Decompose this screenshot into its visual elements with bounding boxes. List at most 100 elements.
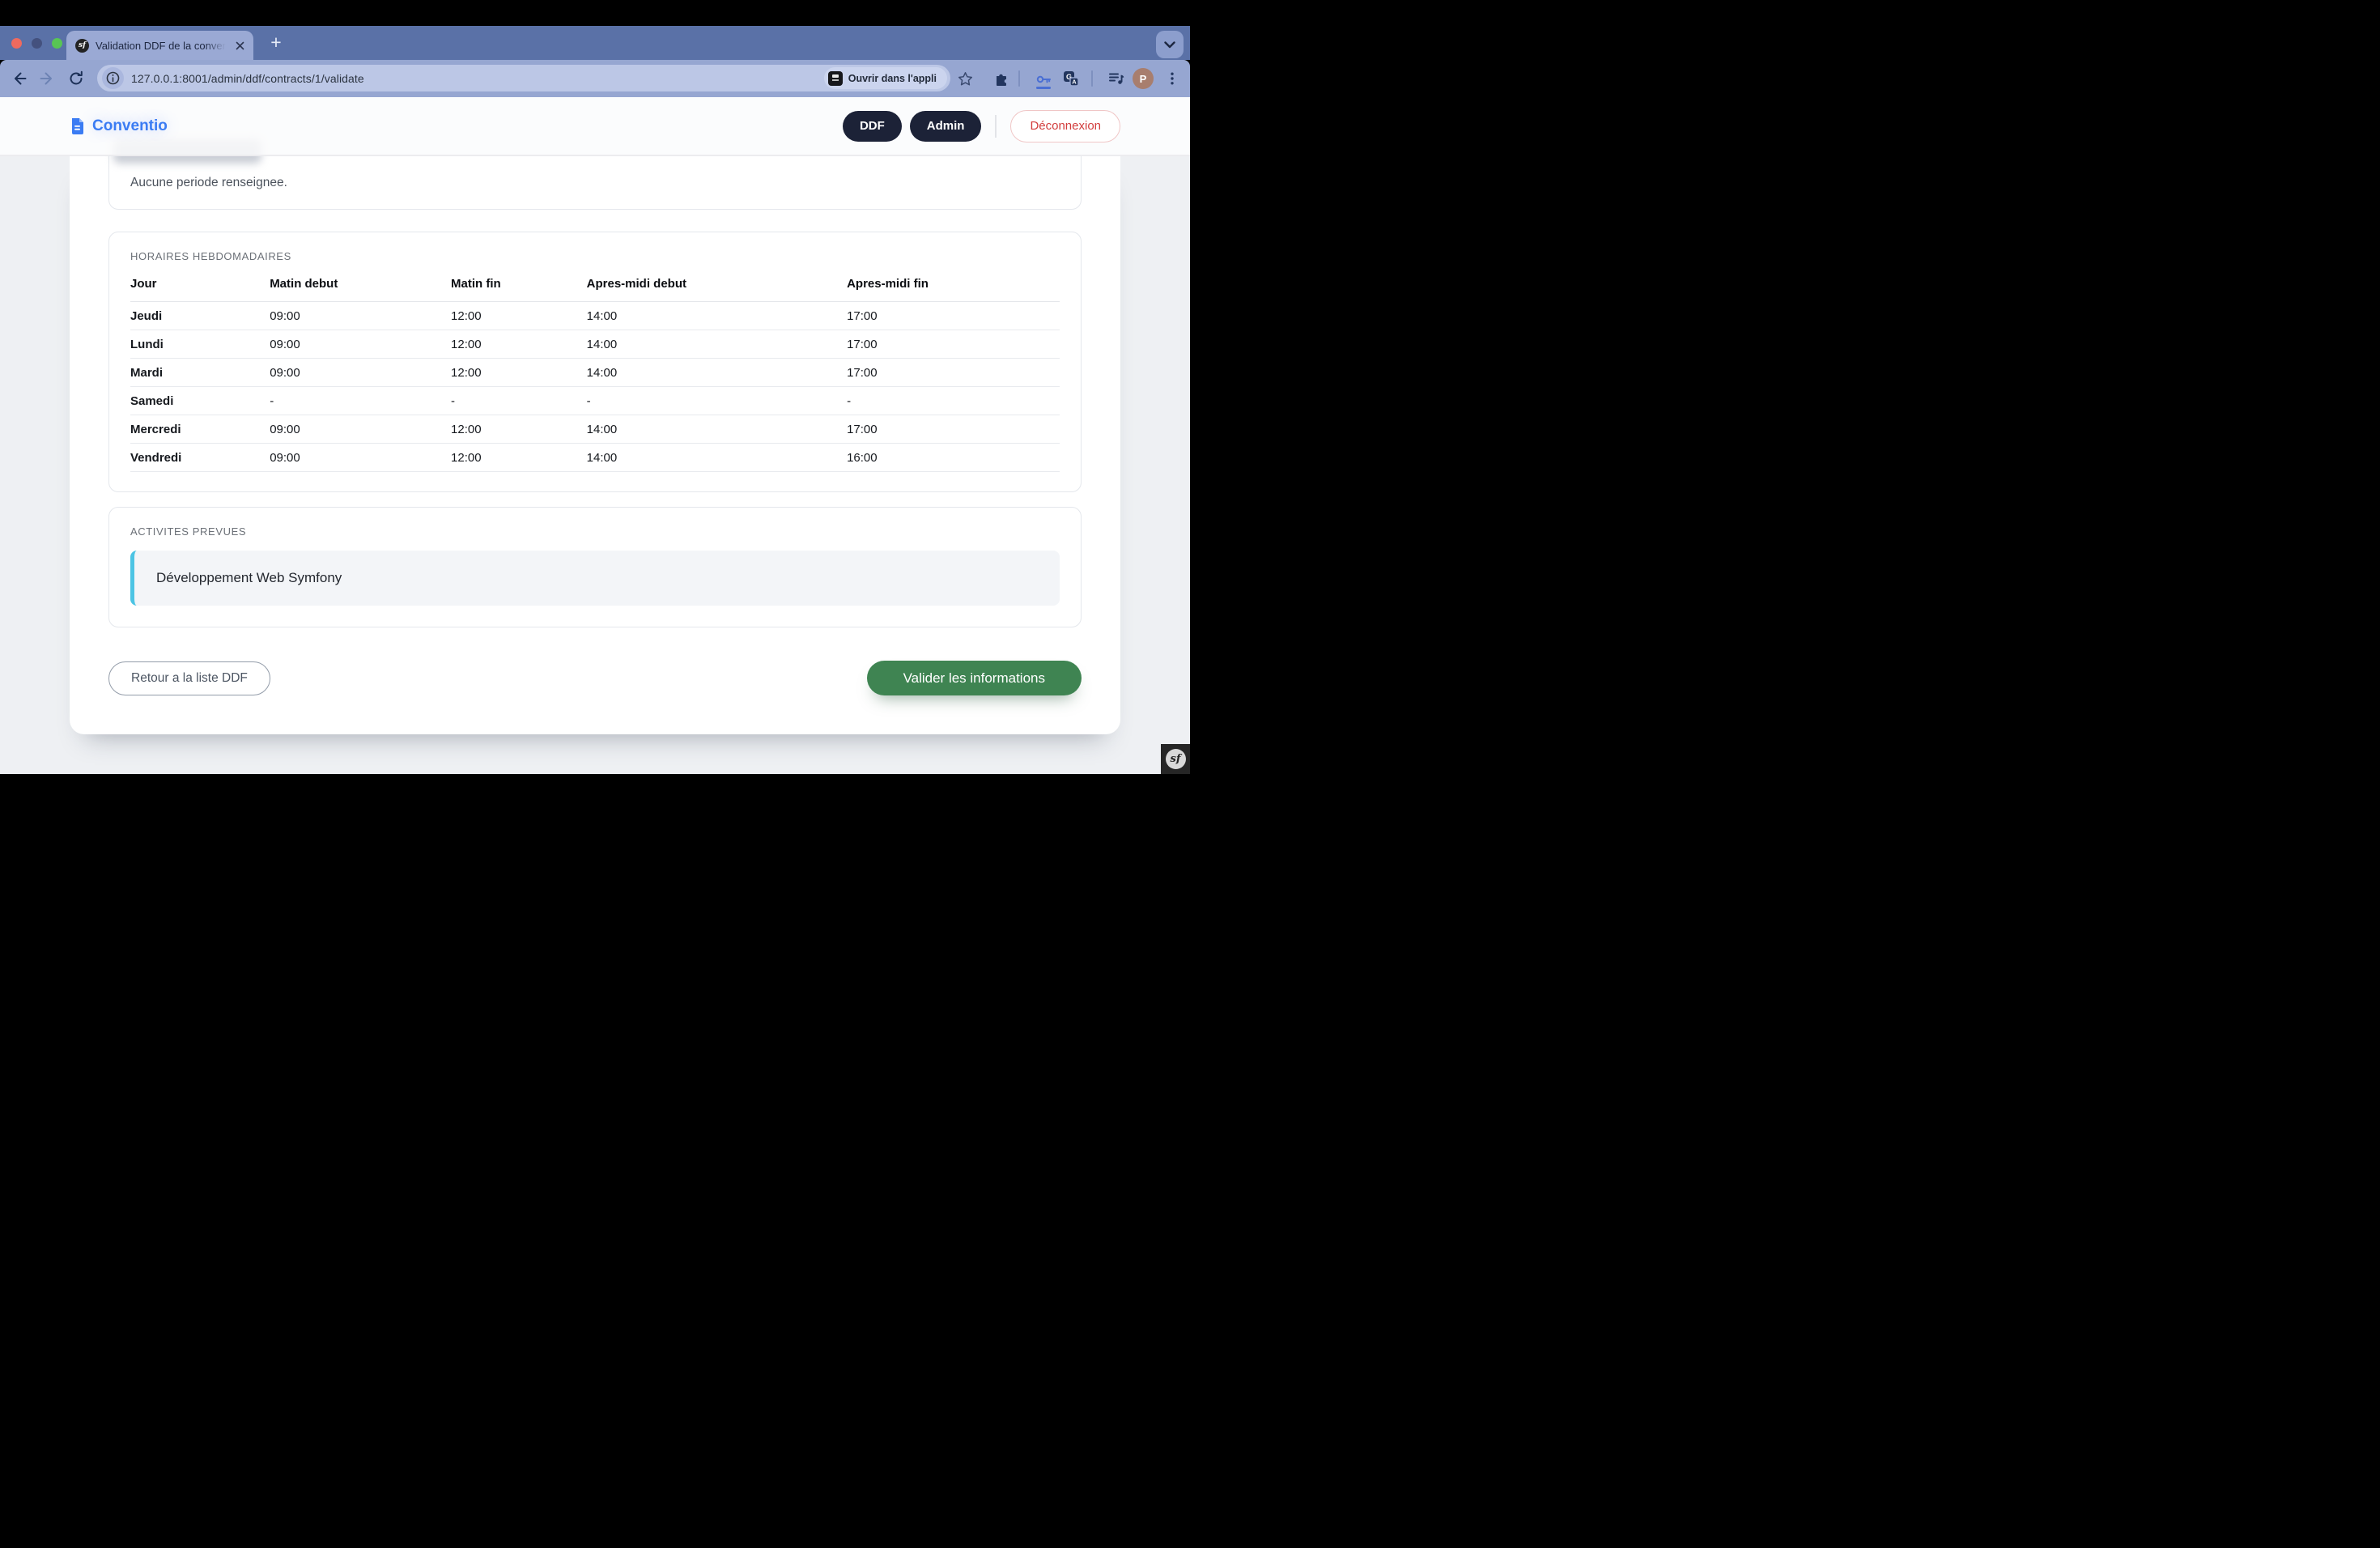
cell: 09:00: [270, 443, 452, 472]
day-cell: Vendredi: [130, 443, 270, 472]
cell: 09:00: [270, 415, 452, 444]
nav-ddf-button[interactable]: DDF: [842, 110, 902, 142]
cell: 17:00: [847, 301, 1060, 330]
activity-item: Développement Web Symfony: [130, 551, 1060, 606]
url-bar[interactable]: 127.0.0.1:8001/admin/ddf/contracts/1/val…: [97, 65, 950, 91]
url-text[interactable]: 127.0.0.1:8001/admin/ddf/contracts/1/val…: [131, 71, 364, 85]
svg-text:A: A: [1072, 79, 1077, 86]
activities-card: ACTIVITES PREVUES Développement Web Symf…: [108, 507, 1082, 627]
schedule-section-title: HORAIRES HEBDOMADAIRES: [130, 250, 291, 262]
table-row: Samedi - - - -: [130, 386, 1060, 415]
back-to-ddf-list-button[interactable]: Retour a la liste DDF: [108, 661, 270, 695]
tab-close-icon[interactable]: [232, 38, 247, 53]
screen: sf Validation DDF de la conventi + 127.0…: [0, 0, 1190, 774]
browser-toolbar: 127.0.0.1:8001/admin/ddf/contracts/1/val…: [0, 60, 1190, 97]
app-icon: [827, 70, 843, 86]
browser-tab-strip: sf Validation DDF de la conventi +: [0, 26, 1190, 60]
cell: 17:00: [847, 358, 1060, 387]
symfony-logo-icon: sf: [1165, 749, 1186, 769]
media-playlist-icon[interactable]: [1108, 70, 1124, 87]
periods-card: Aucune periode renseignee.: [108, 156, 1082, 210]
validate-informations-button[interactable]: Valider les informations: [866, 661, 1082, 695]
column-header-apm-debut: Apres-midi debut: [586, 277, 848, 302]
table-row: Mercredi 09:00 12:00 14:00 17:00: [130, 415, 1060, 444]
cell: 14:00: [586, 330, 848, 359]
cell: 12:00: [451, 415, 587, 444]
password-key-active-indicator: [1036, 87, 1051, 89]
open-in-app-button[interactable]: Ouvrir dans l'appli: [823, 67, 947, 89]
table-row: Jeudi 09:00 12:00 14:00 17:00: [130, 301, 1060, 330]
table-row: Vendredi 09:00 12:00 14:00 16:00: [130, 443, 1060, 472]
day-cell: Jeudi: [130, 301, 270, 330]
day-cell: Mardi: [130, 358, 270, 387]
chevron-down-icon: [1164, 40, 1175, 48]
close-window-button[interactable]: [11, 37, 22, 49]
cell: 14:00: [586, 443, 848, 472]
cell: 17:00: [847, 415, 1060, 444]
day-cell: Samedi: [130, 386, 270, 415]
zoom-window-button[interactable]: [52, 37, 62, 49]
back-icon[interactable]: [11, 70, 28, 87]
column-header-matin-fin: Matin fin: [451, 277, 587, 302]
site-info-icon[interactable]: [102, 67, 124, 89]
column-header-jour: Jour: [130, 277, 270, 302]
column-header-matin-debut: Matin debut: [270, 277, 452, 302]
column-header-apm-fin: Apres-midi fin: [847, 277, 1060, 302]
minimize-window-button[interactable]: [32, 37, 42, 49]
cell: 09:00: [270, 358, 452, 387]
form-actions: Retour a la liste DDF Valider les inform…: [108, 661, 1082, 695]
window-controls: [11, 26, 62, 60]
weekly-schedule-card: HORAIRES HEBDOMADAIRES Jour Matin debut …: [108, 232, 1082, 492]
schedule-table: Jour Matin debut Matin fin Apres-midi de…: [130, 277, 1060, 472]
bookmark-star-icon[interactable]: [957, 70, 973, 87]
symfony-debug-toolbar-toggle[interactable]: sf: [1161, 744, 1190, 774]
cell: 14:00: [586, 358, 848, 387]
header-divider: [995, 114, 997, 138]
extensions-puzzle-icon[interactable]: [993, 70, 1009, 87]
toolbar-separator: [1091, 70, 1093, 87]
empty-period-text: Aucune periode renseignee.: [130, 175, 287, 189]
header-nav: DDF Admin Déconnexion: [842, 109, 1120, 142]
site-header: Conventio DDF Admin Déconnexion: [0, 97, 1190, 156]
day-cell: Mercredi: [130, 415, 270, 444]
tab-search-button[interactable]: [1156, 31, 1184, 58]
forward-icon[interactable]: [38, 70, 56, 87]
activity-text: Développement Web Symfony: [156, 570, 342, 585]
cell: -: [847, 386, 1060, 415]
brand-name: Conventio: [92, 117, 168, 134]
cell: -: [270, 386, 452, 415]
browser-tab[interactable]: sf Validation DDF de la conventi: [66, 31, 253, 60]
cell: -: [451, 386, 587, 415]
nav-admin-button[interactable]: Admin: [909, 110, 982, 142]
cell: 17:00: [847, 330, 1060, 359]
browser-menu-icon[interactable]: [1164, 70, 1180, 87]
symfony-favicon-icon: sf: [75, 38, 89, 53]
cell: 16:00: [847, 443, 1060, 472]
mac-menubar: [0, 0, 1190, 26]
new-tab-button[interactable]: +: [270, 31, 282, 53]
day-cell: Lundi: [130, 330, 270, 359]
cell: 12:00: [451, 358, 587, 387]
activities-section-title: ACTIVITES PREVUES: [130, 525, 247, 538]
cell: 12:00: [451, 443, 587, 472]
table-row: Mardi 09:00 12:00 14:00 17:00: [130, 358, 1060, 387]
cell: 14:00: [586, 301, 848, 330]
translate-icon[interactable]: G A: [1063, 70, 1079, 87]
logout-button[interactable]: Déconnexion: [1010, 109, 1120, 142]
cell: 09:00: [270, 330, 452, 359]
document-icon: [72, 117, 83, 134]
cell: 12:00: [451, 301, 587, 330]
svg-text:G: G: [1066, 73, 1072, 81]
reload-icon[interactable]: [67, 70, 85, 87]
profile-avatar[interactable]: P: [1133, 68, 1154, 89]
main-container: Aucune periode renseignee. HORAIRES HEBD…: [70, 156, 1120, 734]
tab-title: Validation DDF de la conventi: [96, 39, 226, 52]
password-key-icon[interactable]: [1035, 70, 1051, 87]
brand-logo[interactable]: Conventio: [70, 117, 168, 135]
cell: 14:00: [586, 415, 848, 444]
cell: -: [586, 386, 848, 415]
toolbar-separator: [1018, 70, 1020, 87]
web-page: Aucune periode renseignee. HORAIRES HEBD…: [0, 97, 1190, 774]
table-row: Lundi 09:00 12:00 14:00 17:00: [130, 330, 1060, 359]
cell: 12:00: [451, 330, 587, 359]
